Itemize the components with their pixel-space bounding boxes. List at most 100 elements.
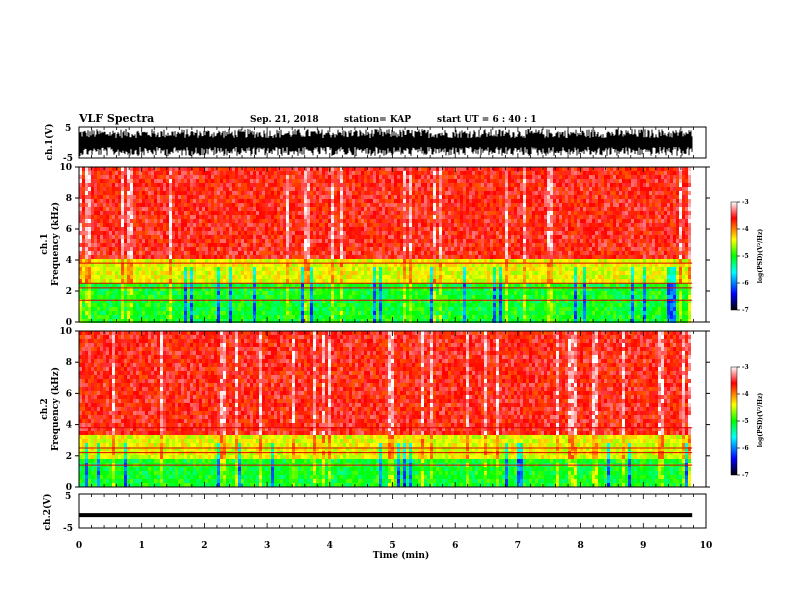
ch1-spectrogram-cell	[355, 303, 358, 307]
ch1-spectrogram-cell	[163, 243, 166, 247]
ch1-spectrogram-cell	[454, 211, 457, 215]
ch1-spectrogram-cell	[214, 235, 217, 239]
ch1-spectrogram-cell	[223, 187, 226, 191]
ch1-spectrogram-cell	[349, 215, 352, 219]
ch1-spectrogram-cell	[214, 271, 217, 275]
ch1-spectrogram-cell	[418, 275, 421, 279]
ch1-spectrogram-cell	[154, 195, 157, 199]
ch1-spectrogram-cell	[97, 167, 100, 171]
ch1-spectrogram-cell	[448, 299, 451, 303]
ch1-spectrogram-cell	[349, 299, 352, 303]
ch1-spectrogram-cell	[199, 187, 202, 191]
ch1-spectrogram-cell	[343, 187, 346, 191]
ch1-spectrogram-cell	[406, 183, 409, 187]
ch1-spectrogram-cell	[424, 247, 427, 251]
ch1-spectrogram-cell	[451, 315, 454, 319]
ch1-spectrogram-cell	[448, 239, 451, 243]
ch1-spectrogram-cell	[439, 187, 442, 191]
ch1-spectrogram-cell	[214, 279, 217, 283]
ch1-spectrogram-cell	[415, 255, 418, 259]
ch1-spectrogram-cell	[379, 247, 382, 251]
ch1-spectrogram-cell	[115, 239, 118, 243]
ch1-spectrogram-cell	[370, 255, 373, 259]
ch1-spectrogram-cell	[226, 243, 229, 247]
ch1-spectrogram-cell	[103, 235, 106, 239]
ch1-spectrogram-cell	[238, 299, 241, 303]
ch1-spectrogram-cell	[154, 303, 157, 307]
ch1-spectrogram-cell	[316, 207, 319, 211]
ch1-spectrogram-cell	[367, 291, 370, 295]
ch1-spectrogram-cell	[82, 299, 85, 303]
ch1-spectrogram-cell	[142, 219, 145, 223]
ch1-spectrogram-cell	[442, 303, 445, 307]
ch1-spectrogram-cell	[190, 207, 193, 211]
ch1-spectrogram-cell	[139, 211, 142, 215]
ch1-spectrogram-cell	[286, 171, 289, 175]
ch1-spectrogram-cell	[124, 179, 127, 183]
ch1-spectrogram-cell	[415, 215, 418, 219]
ch1-spectrogram-cell	[145, 227, 148, 231]
ch1-spectrogram-cell	[310, 191, 313, 195]
ch1-spectrogram-cell	[241, 187, 244, 191]
ch1-spectrogram-cell	[301, 255, 304, 259]
ch1-spectrogram-cell	[298, 235, 301, 239]
ch1-spectrogram-cell	[325, 207, 328, 211]
ch1-spectrogram-cell	[418, 171, 421, 175]
ch1-spectrogram-cell	[115, 203, 118, 207]
ch1-spectrogram-cell	[175, 203, 178, 207]
ch1-spectrogram-cell	[421, 259, 424, 263]
ch1-spectrogram-cell	[211, 219, 214, 223]
ch1-spectrogram-cell	[412, 199, 415, 203]
ch1-spectrogram-cell	[349, 183, 352, 187]
ch1-spectrogram-cell	[208, 219, 211, 223]
ch1-spectrogram-cell	[355, 239, 358, 243]
ch1-spectrogram-cell	[337, 295, 340, 299]
ch1-spectrogram-cell	[247, 315, 250, 319]
ch1-spectrogram-cell	[91, 299, 94, 303]
ch1-spectrogram-cell	[169, 207, 172, 211]
ch1-spectrogram-cell	[238, 191, 241, 195]
ch1-spectrogram-cell	[286, 315, 289, 319]
ch1-spectrogram-cell	[442, 179, 445, 183]
ch1-spectrogram-cell	[139, 303, 142, 307]
ch1-spectrogram-cell	[82, 251, 85, 255]
ch1-spectrogram-cell	[250, 223, 253, 227]
ch1-spectrogram-cell	[355, 271, 358, 275]
ch1-spectrogram-cell	[406, 279, 409, 283]
ch1-spectrogram-cell	[322, 179, 325, 183]
ch1-spectrogram-cell	[295, 199, 298, 203]
ch1-spectrogram-cell	[352, 223, 355, 227]
ch1-spectrogram-cell	[310, 267, 313, 271]
ch1-spectrogram-cell	[154, 187, 157, 191]
ch1-spectrogram-cell	[340, 219, 343, 223]
ch1-spectrogram-cell	[292, 183, 295, 187]
ch1-spectrogram-cell	[169, 171, 172, 175]
ch1-spectrogram-cell	[394, 183, 397, 187]
ch1-spectrogram-cell	[430, 279, 433, 283]
ch1-spectrogram-cell	[331, 279, 334, 283]
ch1-spectrogram-cell	[112, 183, 115, 187]
ch1-spectrogram-cell	[247, 259, 250, 263]
ch1-spectrogram-cell	[211, 203, 214, 207]
ch1-spectrogram-cell	[175, 183, 178, 187]
ch1-spectrogram-cell	[292, 299, 295, 303]
ch1-spectrogram-cell	[190, 295, 193, 299]
ch1-spectrogram-cell	[349, 231, 352, 235]
ch1-spectrogram-cell	[253, 307, 256, 311]
ch1-spectrogram-cell	[286, 267, 289, 271]
ch1-spectrogram-cell	[202, 243, 205, 247]
ch1-spectrogram-cell	[238, 187, 241, 191]
ch1-spectrogram-cell	[445, 255, 448, 259]
ch1-spectrogram-cell	[295, 243, 298, 247]
ch1-spectrogram-cell	[118, 223, 121, 227]
ch1-spectrogram-cell	[310, 279, 313, 283]
ch1-spectrogram-cell	[217, 171, 220, 175]
ch1-spectrogram-cell	[319, 215, 322, 219]
ch1-spectrogram-cell	[97, 271, 100, 275]
ch1-spectrogram-cell	[385, 295, 388, 299]
ch1-spectrogram-cell	[91, 275, 94, 279]
ch1-spectrogram-cell	[424, 303, 427, 307]
ch1-spectrogram-cell	[157, 167, 160, 171]
ch1-spectrogram-cell	[91, 239, 94, 243]
ch1-spectrogram-cell	[346, 223, 349, 227]
